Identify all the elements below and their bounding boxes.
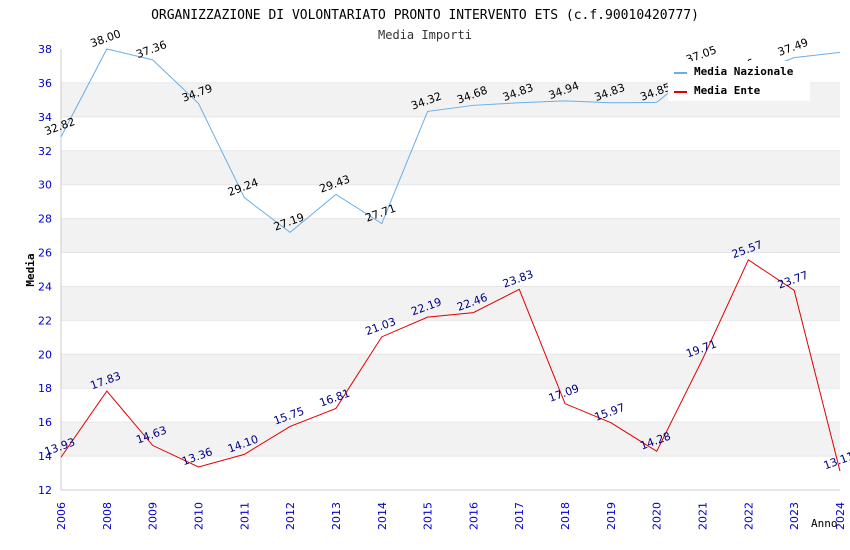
x-tick-label: 2018 [559, 502, 572, 530]
x-tick-label: 2010 [192, 502, 205, 530]
x-tick-label: 2013 [330, 502, 343, 530]
grid-bands [61, 82, 840, 491]
x-tick-label: 2023 [788, 502, 801, 530]
chart-title: ORGANIZZAZIONE DI VOLONTARIATO PRONTO IN… [151, 8, 699, 23]
y-tick-label: 22 [38, 314, 52, 327]
x-tick-label: 2006 [55, 502, 68, 530]
x-tick-label: 2017 [513, 502, 526, 530]
y-tick-label: 12 [38, 484, 52, 497]
y-tick-label: 26 [38, 247, 52, 260]
data-label-ente: 15.97 [593, 401, 627, 424]
legend-box [668, 61, 810, 101]
grid-band [61, 150, 840, 185]
x-tick-label: 2011 [238, 502, 251, 530]
y-tick-label: 30 [38, 179, 52, 192]
x-tick-label: 2015 [422, 502, 435, 530]
x-tick-label: 2009 [147, 502, 160, 530]
x-tick-label: 2022 [742, 502, 755, 530]
data-label-nazionale: 37.36 [134, 38, 168, 61]
x-tick-label: 2014 [376, 502, 389, 530]
y-tick-label: 38 [38, 43, 52, 56]
y-tick-label: 28 [38, 213, 52, 226]
y-tick-label: 24 [38, 280, 52, 293]
y-tick-label: 32 [38, 145, 52, 158]
x-tick-label: 2021 [697, 502, 710, 530]
x-tick-label: 2012 [284, 502, 297, 530]
legend: Media Nazionale Media Ente [668, 61, 810, 101]
series-line-ente [60, 259, 841, 472]
data-label-nazionale: 38.00 [89, 27, 123, 50]
y-tick-label: 14 [38, 450, 52, 463]
y-tick-label: 34 [38, 111, 52, 124]
data-label-nazionale: 37.49 [776, 36, 810, 59]
axes [60, 49, 840, 491]
legend-label-nazionale: Media Nazionale [694, 65, 794, 78]
y-tick-label: 36 [38, 77, 52, 90]
x-axis-label: Anno [811, 517, 838, 530]
data-label-ente: 16.81 [318, 387, 352, 410]
y-tick-label: 20 [38, 348, 52, 361]
x-tick-labels: 2006 2008 2009 2010 2011 2012 2013 2014 2015 2016… [55, 502, 847, 530]
legend-label-ente: Media Ente [694, 84, 761, 97]
chart-subtitle: Media Importi [378, 28, 472, 42]
y-tick-labels: 12 14 16 18 20 22 24 26 28 30 32 34 36 38 [38, 43, 52, 497]
x-tick-label: 2016 [467, 502, 480, 530]
x-tick-label: 2024 [834, 502, 847, 530]
x-tick-label: 2019 [605, 502, 618, 530]
y-tick-label: 18 [38, 382, 52, 395]
y-axis-label: Media [24, 253, 37, 286]
x-tick-label: 2020 [651, 502, 664, 530]
grid-band [61, 422, 840, 457]
grid-band [61, 218, 840, 253]
x-tick-label: 2008 [101, 502, 114, 530]
grid-band [61, 354, 840, 389]
y-tick-label: 16 [38, 416, 52, 429]
